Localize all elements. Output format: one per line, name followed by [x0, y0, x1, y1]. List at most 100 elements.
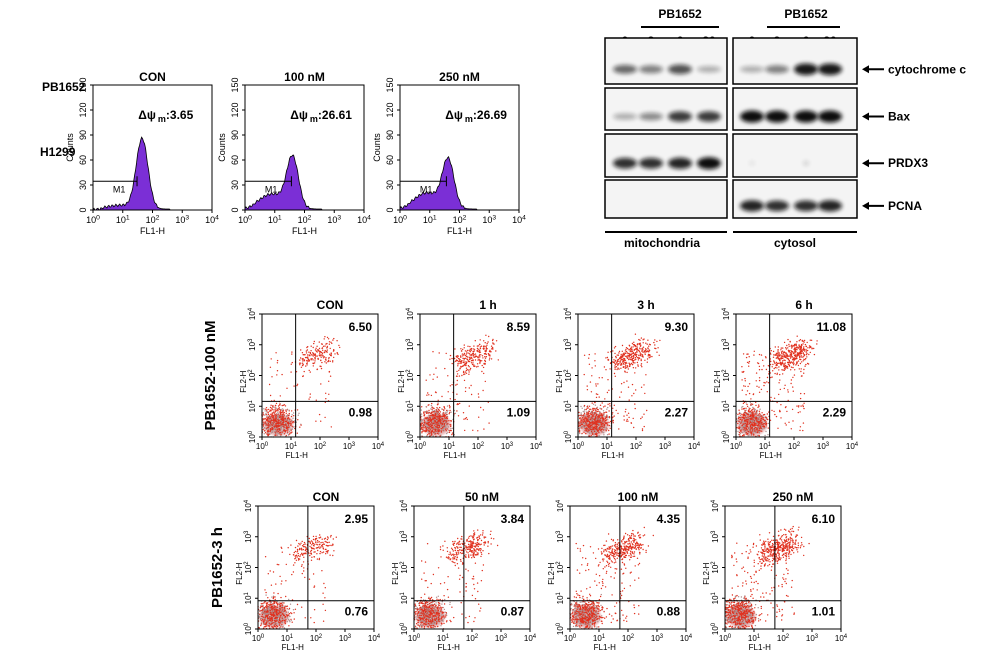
event: [596, 422, 597, 423]
event: [328, 338, 329, 339]
event: [606, 430, 607, 431]
event: [311, 346, 312, 347]
event: [787, 362, 788, 363]
tick-base: 10: [453, 215, 463, 225]
event: [745, 386, 746, 387]
event: [280, 416, 281, 417]
event: [280, 432, 281, 433]
event: [283, 426, 284, 427]
event: [290, 612, 291, 613]
event: [293, 612, 294, 613]
event: [278, 425, 279, 426]
event: [604, 366, 605, 367]
event: [614, 405, 615, 406]
event: [489, 358, 490, 359]
event: [456, 384, 457, 385]
event: [597, 383, 598, 384]
event: [278, 621, 279, 622]
event: [266, 622, 267, 623]
event: [783, 353, 784, 354]
upper-right-percent: 6.50: [349, 320, 373, 334]
event: [293, 385, 294, 386]
event: [267, 427, 268, 428]
event: [792, 362, 793, 363]
event: [459, 403, 460, 404]
event: [642, 349, 643, 350]
event: [753, 417, 754, 418]
event: [279, 610, 280, 611]
event: [464, 358, 465, 359]
event: [271, 409, 272, 410]
event: [285, 623, 286, 624]
event: [759, 421, 760, 422]
event: [613, 362, 614, 363]
event: [608, 422, 609, 423]
event: [434, 428, 435, 429]
event: [287, 617, 288, 618]
tick-label: 100: [730, 442, 743, 451]
event: [281, 424, 282, 425]
event: [486, 345, 487, 346]
tick-label: 104: [530, 442, 543, 451]
event: [431, 433, 432, 434]
event: [278, 420, 279, 421]
event: [276, 427, 277, 428]
event: [788, 364, 789, 365]
event: [590, 429, 591, 430]
event: [632, 384, 633, 385]
event: [278, 431, 279, 432]
event: [426, 395, 427, 396]
event: [449, 359, 450, 360]
event: [581, 433, 582, 434]
event: [608, 433, 609, 434]
event: [488, 422, 489, 423]
event: [441, 408, 442, 409]
tick-base: 10: [482, 215, 492, 225]
blot-frame: [605, 38, 727, 84]
event: [436, 410, 437, 411]
event: [270, 419, 271, 420]
event: [273, 596, 274, 597]
event: [284, 412, 285, 413]
event: [635, 367, 636, 368]
event: [430, 420, 431, 421]
event: [261, 620, 262, 621]
event: [591, 422, 592, 423]
event: [777, 363, 778, 364]
event: [811, 340, 812, 341]
event: [581, 427, 582, 428]
event: [272, 615, 273, 616]
event: [299, 544, 300, 545]
gate-label: M1: [113, 184, 126, 194]
event: [740, 431, 741, 432]
event: [781, 369, 782, 370]
event: [484, 356, 485, 357]
event: [764, 420, 765, 421]
event: [752, 432, 753, 433]
event: [638, 366, 639, 367]
event: [496, 340, 497, 341]
y-axis-label: Counts: [372, 133, 382, 162]
event: [779, 379, 780, 380]
event: [628, 413, 629, 414]
event: [778, 382, 779, 383]
event: [437, 376, 438, 377]
event: [806, 356, 807, 357]
event: [811, 348, 812, 349]
event: [799, 430, 800, 431]
y-axis-label: FL2-H: [555, 370, 564, 392]
event: [277, 412, 278, 413]
event: [787, 339, 788, 340]
event: [744, 420, 745, 421]
event: [309, 360, 310, 361]
event: [738, 410, 739, 411]
event: [754, 351, 755, 352]
event: [787, 367, 788, 368]
event: [627, 348, 628, 349]
event: [428, 429, 429, 430]
blot-frame: [733, 134, 857, 177]
event: [278, 416, 279, 417]
event: [469, 359, 470, 360]
event: [593, 404, 594, 405]
event: [466, 363, 467, 364]
